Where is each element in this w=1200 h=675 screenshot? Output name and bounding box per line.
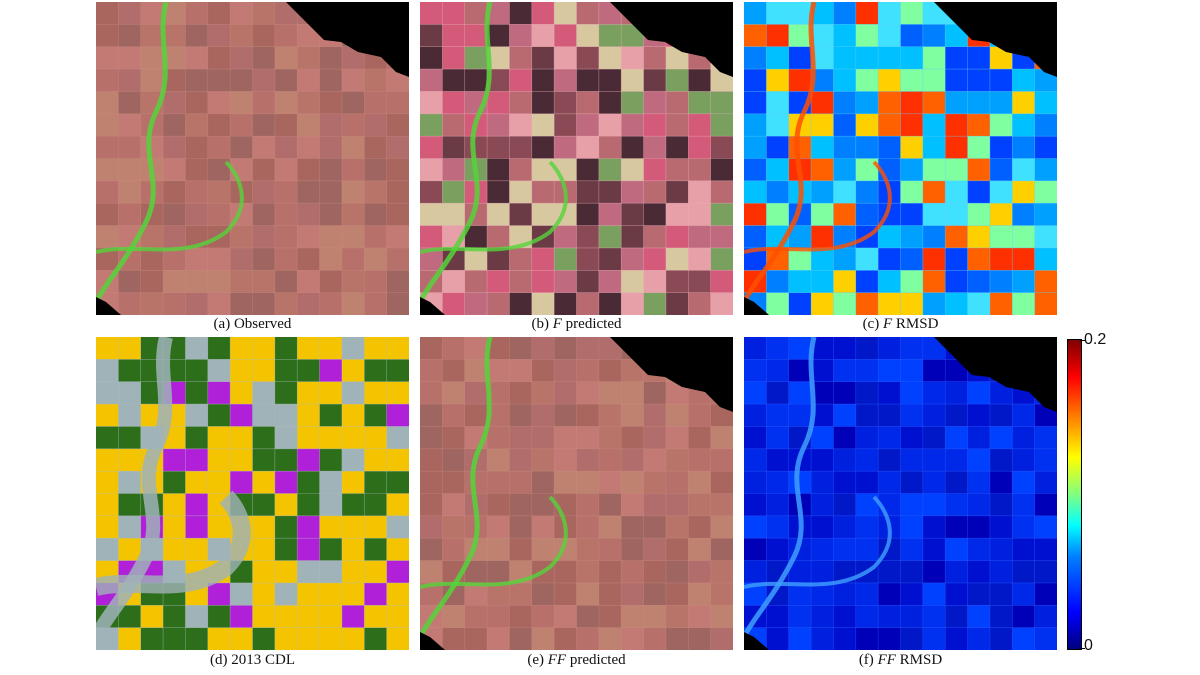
caption-d: (d) 2013 CDL [210,652,295,668]
caption-e: (e) FF predicted [527,652,626,668]
colorbar-min-label: 0 [1084,637,1093,654]
ff-predicted-image [420,337,733,650]
caption-c: (c) F RMSD [862,316,939,332]
rmsd-colorbar [1067,339,1082,650]
ff-rmsd-map [744,337,1057,650]
caption-f: (f) FF RMSD [858,652,943,668]
caption-b: (b) F predicted [531,316,622,332]
colorbar-max-tick [1080,340,1085,341]
panel-c-f-rmsd-image [744,2,1057,315]
f-predicted-image [420,2,733,315]
panel-f-ff-rmsd-image [744,337,1057,650]
caption-a: (a) Observed [213,316,292,332]
cdl-landcover-map [96,337,409,650]
panel-b-f-predicted-image [420,2,733,315]
panel-d-cdl-image [96,337,409,650]
observed-landsat-image [96,2,409,315]
colorbar-max-label: 0.2 [1084,331,1107,348]
panel-e-ff-predicted-image [420,337,733,650]
colorbar-min-tick [1080,648,1085,649]
f-rmsd-map [744,2,1057,315]
panel-a-observed-image [96,2,409,315]
